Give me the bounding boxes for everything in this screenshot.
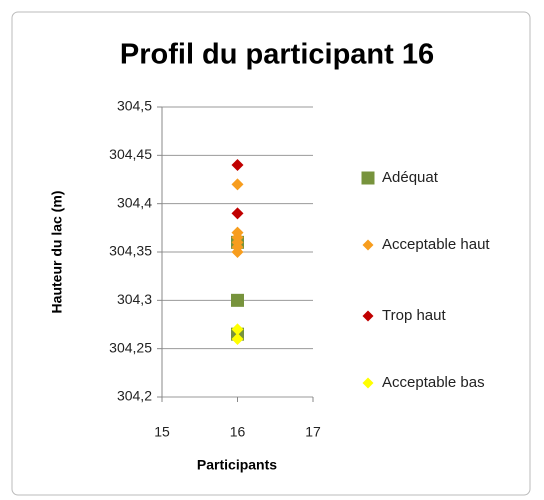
y-tick-label: 304,45: [109, 146, 152, 162]
y-axis-label: Hauteur du lac (m): [49, 191, 65, 314]
marker-diamond: [231, 323, 244, 336]
marker-diamond: [231, 207, 244, 220]
marker-diamond: [362, 310, 374, 321]
y-tick-label: 304,25: [109, 339, 152, 355]
legend-entry: Acceptable bas: [360, 369, 530, 396]
y-tick-label: 304,35: [109, 243, 152, 259]
x-tick-label: 16: [230, 424, 246, 440]
marker-diamond: [231, 333, 244, 345]
y-tick-label: 304,3: [117, 291, 152, 307]
legend-label: Adéquat: [382, 169, 438, 186]
x-tick-label: 15: [154, 424, 170, 440]
marker-diamond: [362, 377, 374, 388]
y-tick-label: 304,4: [117, 194, 152, 210]
x-tick-label: 17: [305, 424, 321, 440]
legend-label: Trop haut: [382, 307, 446, 324]
marker-diamond: [362, 239, 374, 250]
marker-diamond: [231, 159, 244, 171]
legend-swatch: [362, 239, 374, 250]
y-tick-label: 304,2: [117, 388, 152, 404]
y-tick-label: 304,5: [117, 98, 152, 114]
legend-swatch: [361, 171, 375, 184]
legend-label: Acceptable bas: [382, 374, 485, 391]
legend-entry: Acceptable haut: [360, 231, 530, 258]
legend-swatch: [362, 310, 374, 321]
legend-entry: Adéquat: [360, 164, 530, 191]
marker-square: [361, 171, 375, 184]
x-axis-label: Participants: [197, 457, 277, 473]
legend-label: Acceptable haut: [382, 236, 490, 253]
chart-title: Profil du participant 16: [120, 39, 434, 71]
chart-frame: [11, 11, 531, 496]
marker-square: [231, 293, 244, 307]
marker-diamond: [231, 178, 244, 191]
legend-swatch: [362, 377, 374, 388]
marker-diamond: [231, 246, 244, 258]
legend-entry: Trop haut: [360, 302, 530, 329]
